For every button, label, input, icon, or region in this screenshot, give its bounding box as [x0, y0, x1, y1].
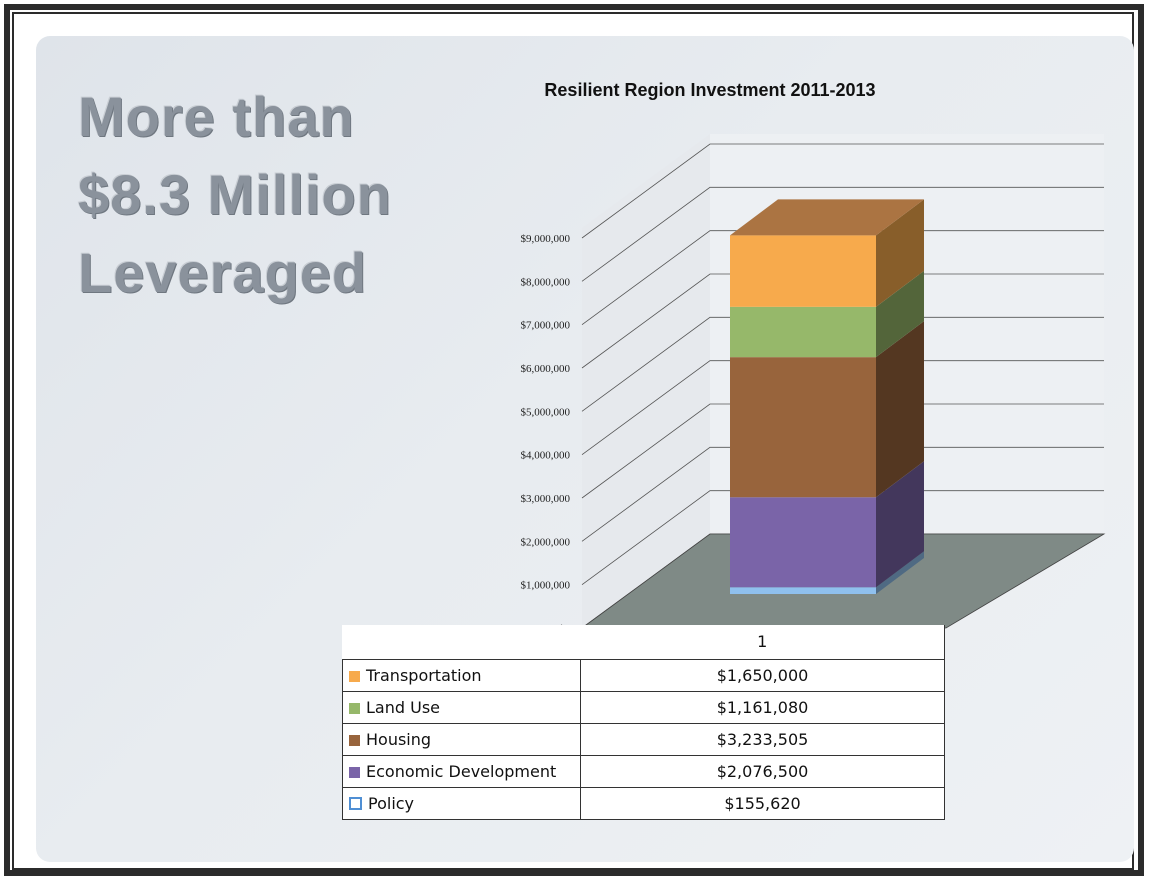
series-name-cell: Transportation — [342, 658, 581, 692]
bar-segment-land-use — [730, 270, 924, 358]
bar-segment-policy — [730, 551, 924, 594]
series-name: Housing — [366, 729, 432, 749]
y-tick-label: $4,000,000 — [521, 450, 571, 462]
y-tick-label: $9,000,000 — [521, 233, 571, 245]
gridline — [581, 273, 1104, 369]
headline-line-2: $8.3 Million — [78, 163, 392, 226]
gridline — [581, 143, 1104, 239]
series-name-cell: Economic Development — [342, 754, 581, 788]
table-header-blank — [343, 625, 581, 659]
bar-front-face — [730, 497, 876, 588]
series-name: Economic Development — [366, 761, 557, 781]
gridline — [581, 490, 1104, 585]
bar-top-face — [730, 199, 924, 236]
series-name: Land Use — [366, 697, 440, 717]
y-tick-label: $7,000,000 — [521, 320, 571, 332]
table-header-category: 1 — [580, 625, 945, 660]
y-tick-label: $2,000,000 — [521, 536, 571, 548]
series-name-cell: Land Use — [342, 690, 581, 724]
y-tick-label: $5,000,000 — [521, 406, 571, 418]
bar-segment-economic-development — [730, 461, 924, 588]
bar-front-face — [730, 235, 876, 307]
stacked-bar — [730, 199, 924, 594]
series-value: $1,161,080 — [580, 690, 945, 724]
bar-side-face — [876, 321, 924, 498]
series-name-cell: Policy — [342, 786, 581, 820]
headline-line-1: More than — [78, 85, 355, 148]
series-name: Policy — [368, 793, 415, 813]
y-tick-label: $1,000,000 — [521, 580, 571, 592]
data-table: 1 Transportation $1,650,000 Land Use $1,161… — [342, 625, 945, 820]
headline: More than $8.3 Million Leveraged — [78, 78, 392, 312]
legend-swatch — [349, 734, 360, 746]
headline-line-3: Leveraged — [78, 241, 368, 304]
series-name-cell: Housing — [342, 722, 581, 756]
y-tick-label: $3,000,000 — [521, 493, 571, 505]
bar-front-face — [730, 306, 876, 358]
gridline — [581, 360, 1104, 455]
gridline — [581, 403, 1104, 499]
table-header-row: 1 — [343, 625, 945, 660]
table-row: Economic Development $2,076,500 — [342, 754, 945, 788]
legend-swatch — [349, 796, 362, 810]
chart-gridlines — [581, 143, 1104, 629]
table-row: Policy $155,620 — [342, 786, 945, 820]
series-name: Transportation — [366, 665, 482, 685]
gridline — [581, 316, 1104, 412]
legend-swatch — [349, 702, 360, 714]
chart-title: Resilient Region Investment 2011-2013 — [544, 80, 876, 100]
bar-front-face — [730, 587, 876, 594]
series-value: $155,620 — [580, 786, 945, 820]
bar-segment-transportation — [730, 199, 924, 307]
bar-side-face — [876, 270, 924, 358]
gridline — [581, 230, 1104, 325]
table-row: Land Use $1,161,080 — [342, 690, 945, 724]
gridline — [581, 186, 1104, 282]
gridline — [581, 446, 1104, 542]
table-row: Transportation $1,650,000 — [342, 658, 945, 692]
bar-segment-housing — [730, 321, 924, 498]
y-tick-label: $6,000,000 — [521, 363, 571, 375]
legend-swatch — [349, 766, 360, 778]
legend-swatch — [349, 670, 360, 682]
y-axis-ticks: $0$1,000,000$2,000,000$3,000,000$4,000,0… — [521, 233, 571, 635]
series-value: $3,233,505 — [580, 722, 945, 756]
bar-side-face — [876, 199, 924, 307]
table-row: Housing $3,233,505 — [342, 722, 945, 756]
bar-side-face — [876, 551, 924, 594]
series-value: $1,650,000 — [580, 658, 945, 692]
bar-front-face — [730, 357, 876, 498]
series-value: $2,076,500 — [580, 754, 945, 788]
y-tick-label: $8,000,000 — [521, 276, 571, 288]
bar-side-face — [876, 461, 924, 588]
